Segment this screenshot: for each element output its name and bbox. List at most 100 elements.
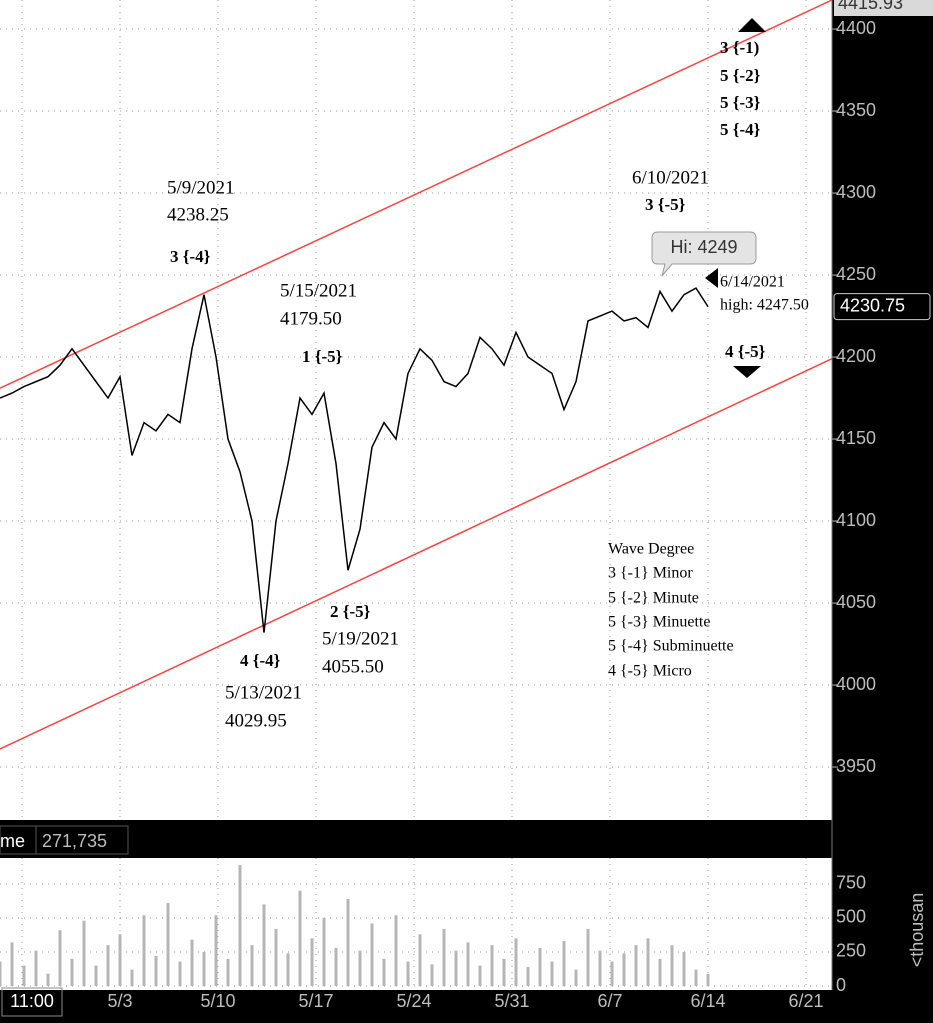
legend-item: 5 {-2} Minute [608, 590, 699, 607]
annotation: 4055.50 [322, 656, 384, 677]
volume-bar [358, 950, 362, 986]
annotation: 5/19/2021 [322, 628, 399, 649]
y-tick-label: 4350 [836, 100, 876, 120]
volume-bar [394, 915, 398, 986]
volume-bar [586, 928, 590, 986]
x-tick-label: 5/17 [298, 991, 333, 1011]
y-tick-label: 3950 [836, 756, 876, 776]
volume-bar [106, 945, 110, 986]
volume-bar [34, 950, 38, 986]
legend-item: 5 {-4} Subminuette [608, 638, 734, 655]
volume-bar [166, 903, 170, 986]
volume-bar [634, 945, 638, 986]
volume-bar [382, 958, 386, 986]
annotation: high: 4247.50 [720, 297, 809, 314]
legend-item: 5 {-3} Minuette [608, 614, 710, 631]
volume-bar [478, 965, 482, 986]
volume-bar [250, 945, 254, 986]
volume-bar [178, 961, 182, 986]
volume-bar [670, 945, 674, 986]
x-tick-label: 6/21 [788, 991, 823, 1011]
y-tick-label: 4250 [836, 264, 876, 284]
y-tick-label: 4200 [836, 346, 876, 366]
annotation: 1 {-5} [302, 347, 343, 366]
y-tick-label: 4050 [836, 592, 876, 612]
x-axis-bar [0, 990, 933, 1023]
volume-bar [94, 965, 98, 986]
annotation: 4029.95 [225, 710, 287, 731]
annotation: 4238.25 [167, 204, 229, 225]
x-tick-box [1, 987, 63, 1017]
volume-bar [298, 890, 302, 986]
x-tick-label: 5/10 [200, 991, 235, 1011]
annotation: 5 {-3} [720, 93, 761, 112]
x-tick-label: 5/3 [107, 991, 132, 1011]
hi-label: Hi: 4249 [670, 237, 737, 257]
volume-header-text: me [0, 831, 25, 851]
volume-unit: <thousan [907, 893, 927, 968]
annotation: 5/15/2021 [280, 280, 357, 301]
price-line [0, 287, 709, 633]
volume-bar [202, 951, 206, 986]
volume-tick-label: 250 [836, 941, 866, 961]
volume-bar [70, 958, 74, 986]
arrow-down [733, 366, 761, 378]
annotation: 6/10/2021 [632, 167, 709, 188]
annotation: 3 {-1) [720, 38, 759, 57]
volume-bar [58, 930, 62, 986]
volume-bar [502, 958, 506, 986]
volume-bar [190, 939, 194, 986]
volume-bar [706, 973, 710, 986]
header-box [35, 825, 129, 855]
x-tick-label: 11:00 [10, 991, 54, 1011]
volume-bar [514, 938, 518, 986]
annotation: 3 {-5} [645, 195, 686, 214]
volume-bar [0, 961, 2, 986]
volume-bar [322, 917, 326, 986]
volume-bar [574, 969, 578, 986]
annotation: 6/14/2021 [720, 274, 785, 291]
volume-bar [694, 969, 698, 986]
arrow-up [738, 18, 766, 32]
volume-bar [646, 938, 650, 986]
volume-bar [154, 956, 158, 986]
volume-bar [442, 928, 446, 986]
volume-bar [682, 951, 686, 986]
volume-bar [538, 947, 542, 986]
volume-bar [454, 950, 458, 986]
annotation: 5/9/2021 [167, 177, 235, 198]
volume-bar [82, 920, 86, 986]
legend-item: 4 {-5} Micro [608, 663, 692, 680]
volume-bar [346, 898, 350, 986]
x-tick-label: 6/14 [690, 991, 725, 1011]
hi-bubble [651, 231, 757, 277]
volume-bar [406, 961, 410, 986]
y-tick-label: 4000 [836, 674, 876, 694]
channel-line [0, 357, 833, 750]
volume-bar [598, 950, 602, 986]
legend-title: Wave Degree [608, 541, 694, 558]
volume-bar [286, 953, 290, 986]
y-tick-label: 4300 [836, 182, 876, 202]
volume-header [0, 822, 832, 858]
volume-bar [430, 964, 434, 986]
volume-tick-label: 0 [836, 975, 846, 995]
volume-bar [334, 947, 338, 986]
volume-bar [226, 958, 230, 986]
y-tick-label: 4100 [836, 510, 876, 530]
x-tick-label: 6/7 [597, 991, 622, 1011]
annotation: 5 {-2} [720, 66, 761, 85]
y-tick-label: 4400 [836, 18, 876, 38]
top-price-label: 4415.93 [838, 0, 903, 13]
last-price-box [833, 293, 931, 321]
volume-bar [562, 941, 566, 986]
volume-bar [118, 934, 122, 986]
volume-bar [46, 973, 50, 986]
y-tick-label: 4150 [836, 428, 876, 448]
annotation: 3 {-4} [170, 247, 211, 266]
volume-bar [658, 958, 662, 986]
annotation: 4 {-4} [240, 651, 281, 670]
legend-item: 3 {-1} Minor [608, 565, 693, 582]
x-tick-label: 5/24 [396, 991, 431, 1011]
